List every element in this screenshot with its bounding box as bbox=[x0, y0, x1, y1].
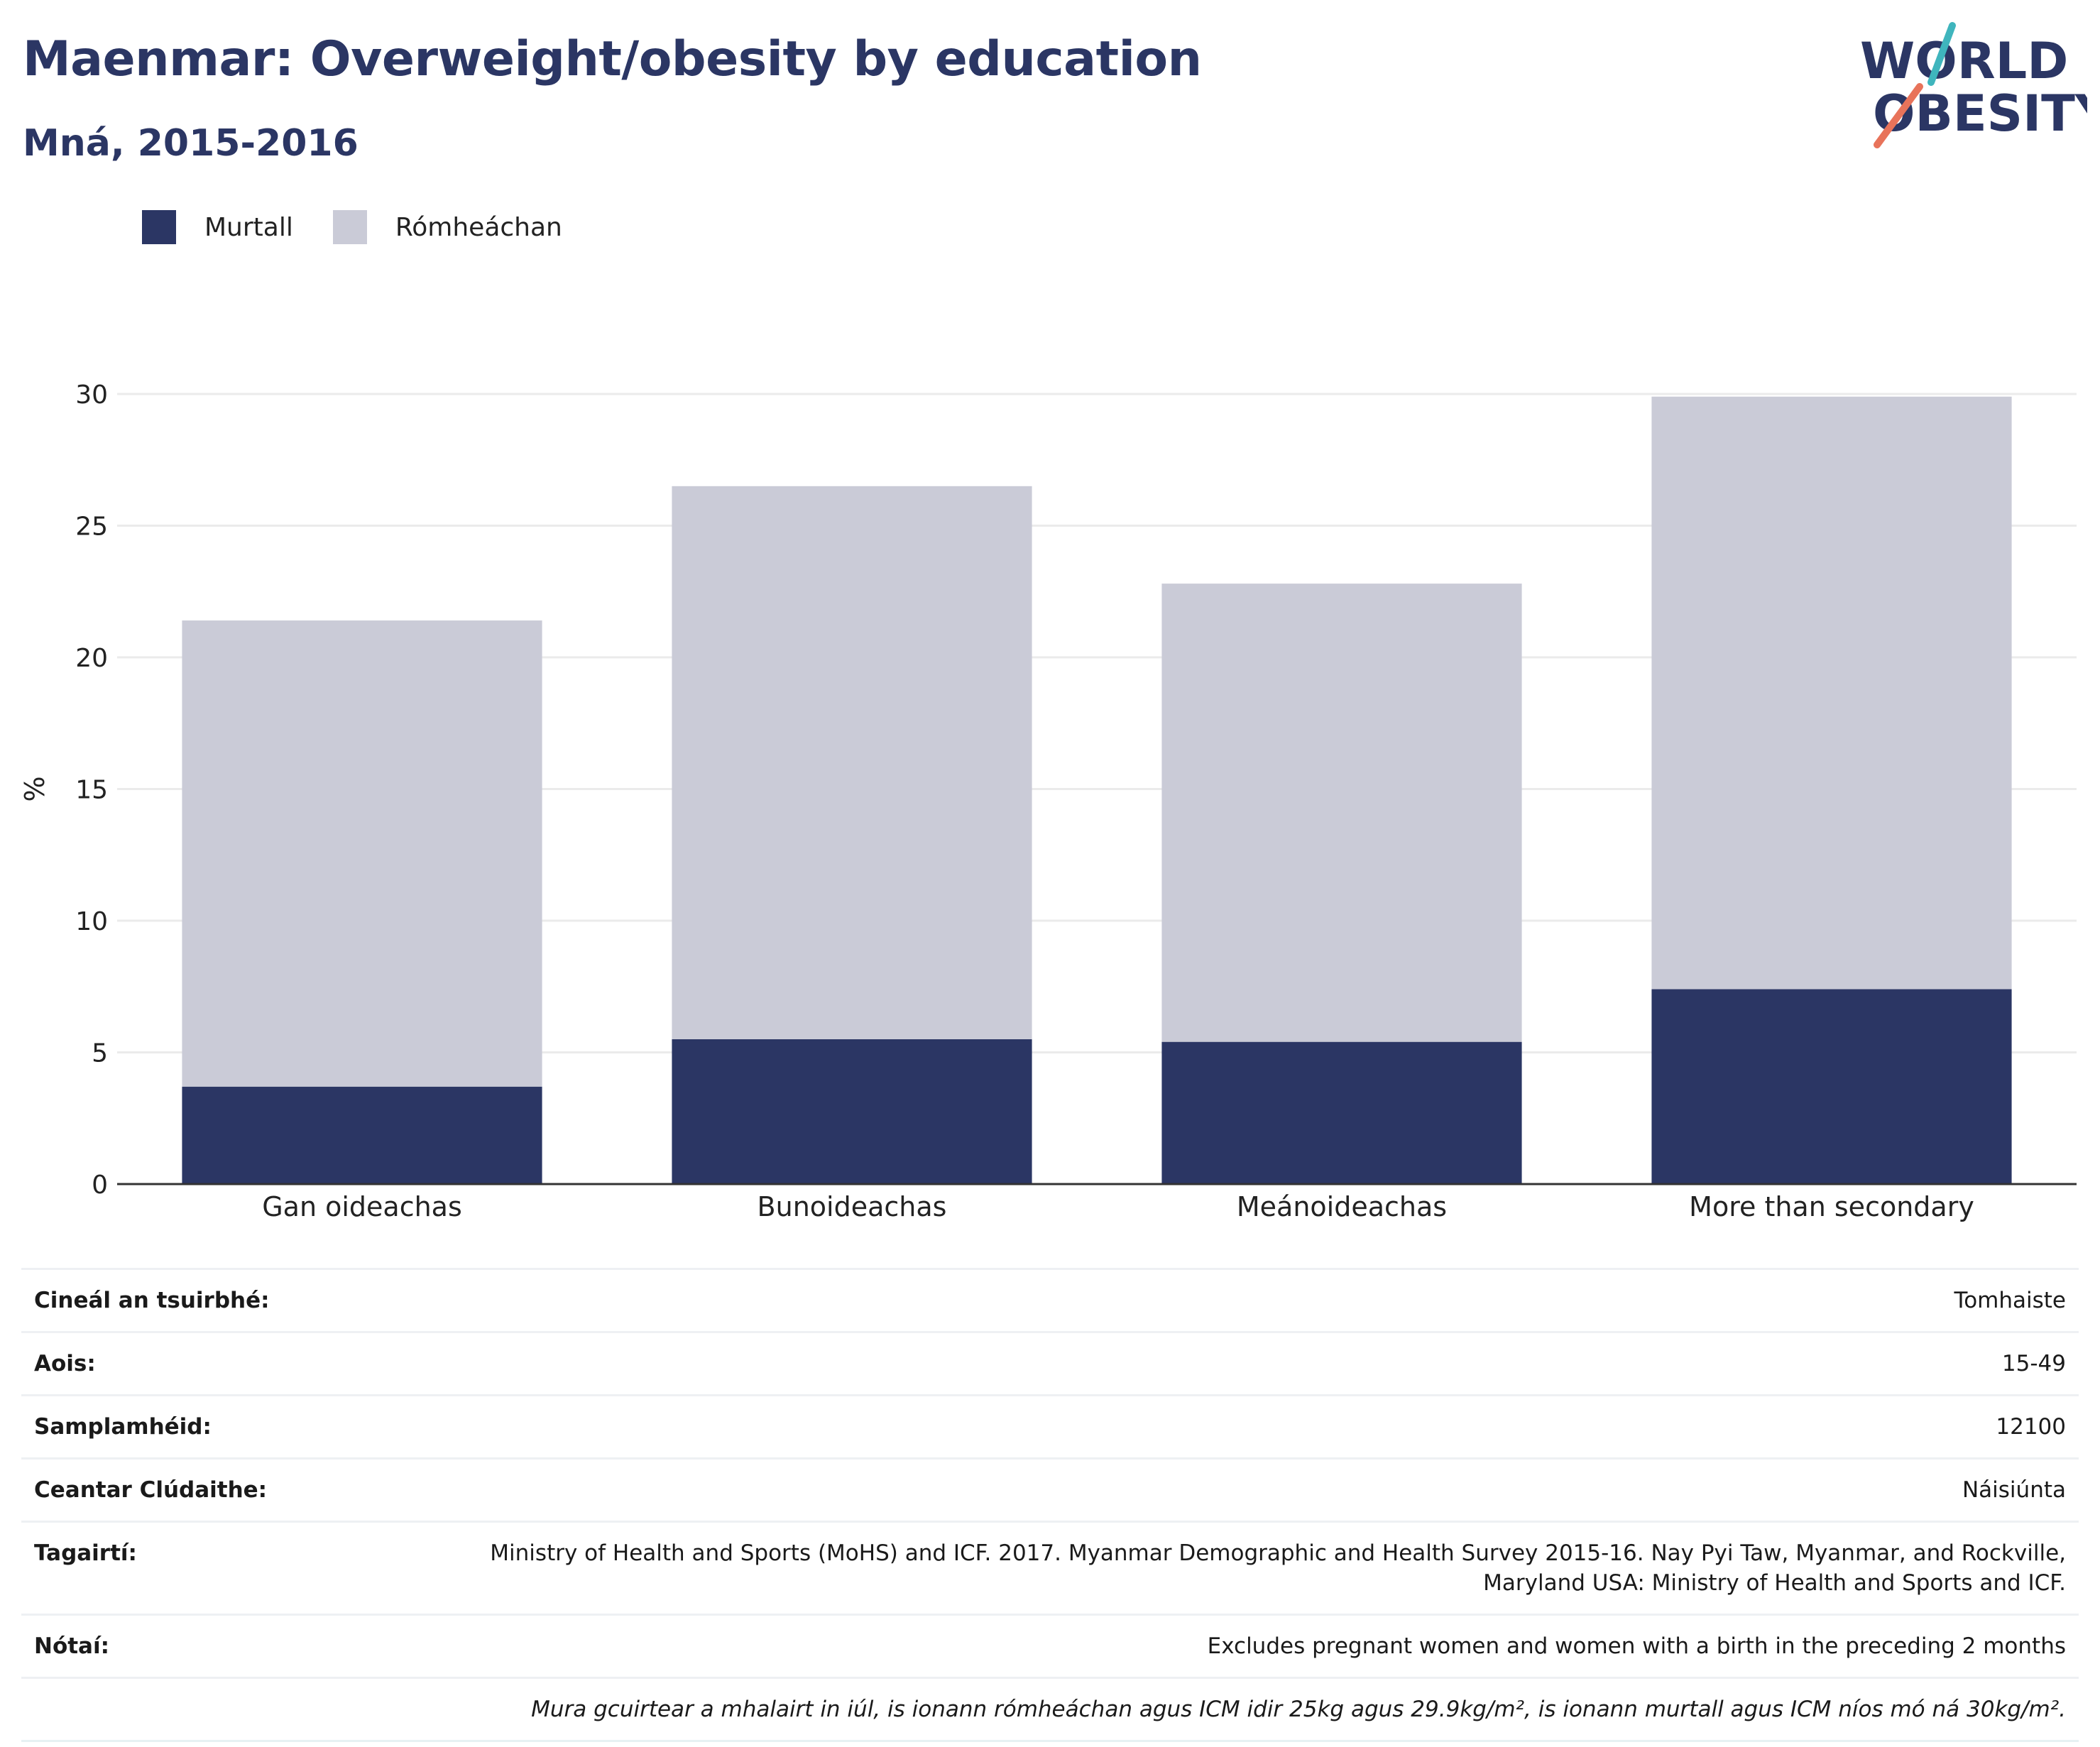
info-row-survey-type: Cineál an tsuirbhé: Tomhaiste bbox=[21, 1270, 2079, 1333]
legend-item-obese[interactable]: Murtall bbox=[142, 210, 293, 244]
bar-obese-1 bbox=[182, 1086, 542, 1184]
bar-obese-2 bbox=[672, 1039, 1032, 1184]
bar-overweight-1 bbox=[182, 620, 542, 1087]
info-key: Samplamhéid: bbox=[34, 1414, 212, 1440]
world-obesity-logo: WORLD OBESITY bbox=[1860, 22, 2087, 148]
y-tick-label: 30 bbox=[75, 380, 108, 410]
legend-item-overweight[interactable]: Rómheáchan bbox=[332, 210, 562, 244]
info-row-age: Aois: 15-49 bbox=[21, 1333, 2079, 1396]
y-tick-label: 0 bbox=[92, 1171, 108, 1200]
info-value: 15-49 bbox=[2001, 1351, 2066, 1376]
x-tick-label: Meánoideachas bbox=[1237, 1191, 1447, 1222]
y-tick-label: 25 bbox=[75, 513, 108, 542]
bar-obese-3 bbox=[1161, 1041, 1522, 1184]
info-row-notes: Nótaí: Excludes pregnant women and women… bbox=[21, 1616, 2079, 1679]
chart-title: Maenmar: Overweight/obesity by education bbox=[23, 31, 1202, 87]
info-key: Tagairtí: bbox=[34, 1540, 137, 1566]
y-tick-label: 10 bbox=[75, 907, 108, 936]
bar-overweight-2 bbox=[672, 486, 1032, 1039]
info-value: 12100 bbox=[1996, 1414, 2066, 1440]
info-row-references: Tagairtí: Ministry of Health and Sports … bbox=[21, 1523, 2079, 1616]
survey-info-table: Cineál an tsuirbhé: Tomhaiste Aois: 15-4… bbox=[21, 1268, 2079, 1742]
bar-overweight-4 bbox=[1651, 396, 2012, 990]
info-value: Tomhaiste bbox=[1954, 1288, 2066, 1313]
info-key: Nótaí: bbox=[34, 1633, 110, 1659]
logo-word-obesity: OBESITY bbox=[1873, 84, 2087, 143]
info-key: Cineál an tsuirbhé: bbox=[34, 1288, 270, 1313]
info-key: Ceantar Clúdaithe: bbox=[34, 1477, 268, 1503]
x-tick-label: Gan oideachas bbox=[262, 1191, 462, 1222]
legend-label-obese: Murtall bbox=[204, 212, 293, 242]
y-axis-title: % bbox=[19, 776, 50, 801]
info-row-sample-size: Samplamhéid: 12100 bbox=[21, 1396, 2079, 1460]
x-tick-label: Bunoideachas bbox=[758, 1191, 947, 1222]
info-value: Ministry of Health and Sports (MoHS) and… bbox=[490, 1540, 2066, 1596]
y-tick-label: 5 bbox=[92, 1039, 108, 1068]
legend-swatch-overweight bbox=[332, 210, 367, 244]
y-tick-label: 20 bbox=[75, 644, 108, 673]
info-row-footnote: Mura gcuirtear a mhalairt in iúl, is ion… bbox=[21, 1679, 2079, 1742]
y-tick-label: 15 bbox=[75, 776, 108, 805]
stacked-bar-chart: 0 5 10 15 20 25 30% Gan oideachas Bunoideachas Me… bbox=[19, 380, 2077, 1222]
legend-swatch-obese bbox=[142, 210, 176, 244]
info-value: Náisiúnta bbox=[1962, 1477, 2066, 1503]
logo-word-world: WORLD bbox=[1860, 32, 2068, 90]
info-value: Excludes pregnant women and women with a… bbox=[1207, 1633, 2066, 1659]
chart-subtitle: Mná, 2015-2016 bbox=[23, 122, 359, 165]
bar-overweight-3 bbox=[1161, 584, 1522, 1042]
info-row-area-covered: Ceantar Clúdaithe: Náisiúnta bbox=[21, 1460, 2079, 1523]
legend-label-overweight: Rómheáchan bbox=[395, 212, 562, 242]
bar-obese-4 bbox=[1651, 989, 2012, 1184]
logo-teal-slash bbox=[1927, 22, 1956, 86]
chart-legend: Murtall Rómheáchan bbox=[142, 210, 596, 244]
x-tick-label: More than secondary bbox=[1689, 1191, 1974, 1222]
logo-coral-slash bbox=[1874, 83, 1923, 148]
footnote-text: Mura gcuirtear a mhalairt in iúl, is ion… bbox=[531, 1697, 2066, 1722]
info-key: Aois: bbox=[34, 1351, 96, 1376]
